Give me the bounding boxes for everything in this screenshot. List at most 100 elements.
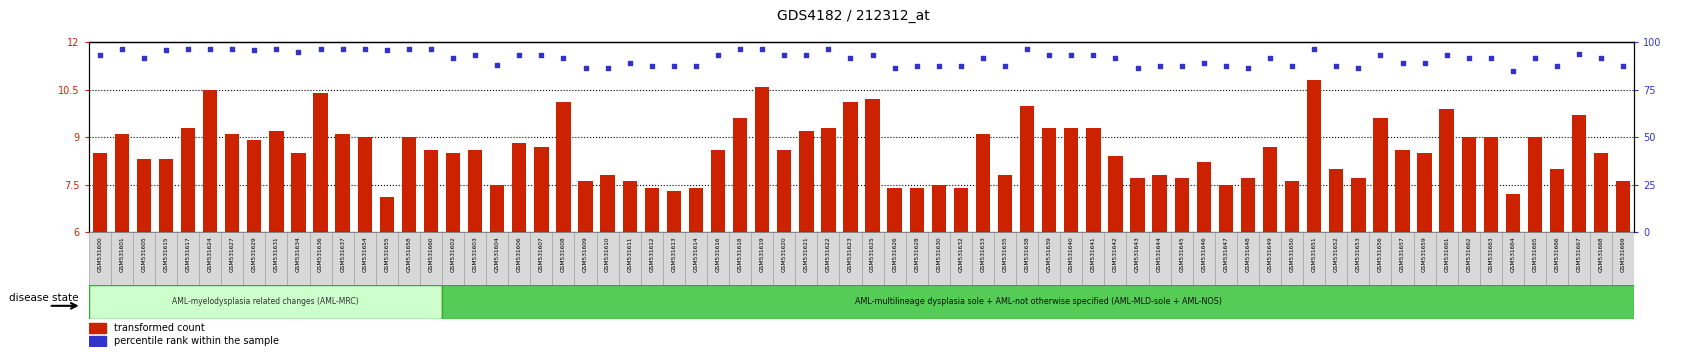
- Text: GSM531663: GSM531663: [1487, 236, 1492, 272]
- Bar: [489, 184, 505, 232]
- Bar: [1195, 162, 1211, 232]
- Point: [1321, 63, 1349, 69]
- Text: GSM531631: GSM531631: [275, 236, 278, 272]
- Text: GSM531659: GSM531659: [1422, 236, 1427, 272]
- Bar: [820, 128, 835, 232]
- Bar: [578, 181, 592, 232]
- Bar: [269, 131, 283, 232]
- Text: AML-multilineage dysplasia sole + AML-not otherwise specified (AML-MLD-sole + AM: AML-multilineage dysplasia sole + AML-no…: [854, 297, 1221, 306]
- Text: GSM531664: GSM531664: [1509, 236, 1514, 272]
- Point: [748, 47, 776, 52]
- FancyBboxPatch shape: [397, 232, 419, 285]
- Point: [1521, 56, 1548, 61]
- Text: GSM531625: GSM531625: [870, 236, 875, 272]
- Point: [440, 56, 467, 61]
- Point: [924, 63, 951, 69]
- FancyBboxPatch shape: [1038, 232, 1059, 285]
- Point: [1543, 63, 1570, 69]
- Bar: [1328, 169, 1342, 232]
- Text: GSM531615: GSM531615: [164, 236, 169, 272]
- Bar: [314, 93, 327, 232]
- FancyBboxPatch shape: [1413, 232, 1436, 285]
- FancyBboxPatch shape: [111, 232, 133, 285]
- Bar: [1020, 105, 1033, 232]
- Bar: [1528, 137, 1541, 232]
- Bar: [755, 87, 769, 232]
- Bar: [1042, 128, 1055, 232]
- Text: GSM531645: GSM531645: [1178, 236, 1183, 272]
- Point: [1344, 65, 1371, 70]
- Point: [638, 63, 665, 69]
- Bar: [136, 159, 152, 232]
- Text: AML-myelodysplasia related changes (AML-MRC): AML-myelodysplasia related changes (AML-…: [172, 297, 358, 306]
- FancyBboxPatch shape: [905, 232, 928, 285]
- FancyBboxPatch shape: [883, 232, 905, 285]
- Point: [174, 46, 201, 52]
- Point: [196, 47, 223, 52]
- FancyBboxPatch shape: [199, 232, 222, 285]
- FancyBboxPatch shape: [464, 232, 486, 285]
- Point: [1366, 52, 1393, 58]
- Text: GSM531616: GSM531616: [714, 236, 720, 272]
- Point: [1610, 63, 1637, 69]
- FancyBboxPatch shape: [706, 232, 728, 285]
- Text: GSM531635: GSM531635: [1003, 236, 1008, 272]
- Text: GSM531654: GSM531654: [361, 236, 367, 272]
- Point: [616, 60, 643, 66]
- Point: [1057, 52, 1084, 58]
- Point: [726, 47, 754, 52]
- Text: GSM531623: GSM531623: [847, 236, 852, 272]
- FancyBboxPatch shape: [286, 232, 309, 285]
- Text: GSM531642: GSM531642: [1112, 236, 1117, 272]
- Bar: [1306, 80, 1321, 232]
- Bar: [1461, 137, 1475, 232]
- Text: GSM531605: GSM531605: [142, 236, 147, 272]
- FancyBboxPatch shape: [994, 232, 1016, 285]
- FancyBboxPatch shape: [89, 285, 442, 319]
- Point: [1212, 63, 1240, 69]
- Bar: [1284, 181, 1299, 232]
- Bar: [1395, 150, 1408, 232]
- Point: [130, 56, 157, 61]
- Text: GSM531611: GSM531611: [627, 236, 633, 272]
- Point: [1277, 63, 1304, 69]
- FancyBboxPatch shape: [1478, 232, 1500, 285]
- Text: GSM531646: GSM531646: [1200, 236, 1205, 272]
- FancyBboxPatch shape: [728, 232, 750, 285]
- Point: [946, 63, 974, 69]
- Text: GSM531612: GSM531612: [650, 236, 655, 272]
- Point: [1587, 56, 1615, 61]
- Text: GSM531667: GSM531667: [1575, 236, 1581, 272]
- Point: [682, 63, 709, 69]
- Point: [1454, 56, 1482, 61]
- Text: GSM531614: GSM531614: [692, 236, 697, 272]
- Point: [329, 47, 356, 52]
- FancyBboxPatch shape: [1016, 232, 1038, 285]
- Point: [1299, 47, 1326, 52]
- Point: [704, 52, 731, 58]
- Bar: [423, 150, 438, 232]
- Text: percentile rank within the sample: percentile rank within the sample: [114, 336, 280, 346]
- Bar: [1506, 194, 1519, 232]
- FancyBboxPatch shape: [309, 232, 331, 285]
- Point: [1410, 60, 1437, 66]
- Point: [1388, 60, 1415, 66]
- Bar: [842, 102, 858, 232]
- Text: GSM531617: GSM531617: [186, 236, 191, 272]
- Bar: [89, 324, 106, 333]
- FancyBboxPatch shape: [222, 232, 244, 285]
- Point: [1565, 51, 1592, 56]
- Point: [263, 47, 290, 52]
- Text: transformed count: transformed count: [114, 323, 205, 333]
- Bar: [1173, 178, 1188, 232]
- FancyBboxPatch shape: [530, 232, 552, 285]
- Point: [1124, 65, 1151, 70]
- Point: [1499, 68, 1526, 74]
- Point: [837, 56, 864, 61]
- Text: GSM531607: GSM531607: [539, 236, 544, 272]
- Point: [527, 52, 554, 58]
- Point: [218, 47, 246, 52]
- Text: GSM531653: GSM531653: [1355, 236, 1361, 272]
- Point: [968, 56, 996, 61]
- Text: GSM531656: GSM531656: [1378, 236, 1383, 272]
